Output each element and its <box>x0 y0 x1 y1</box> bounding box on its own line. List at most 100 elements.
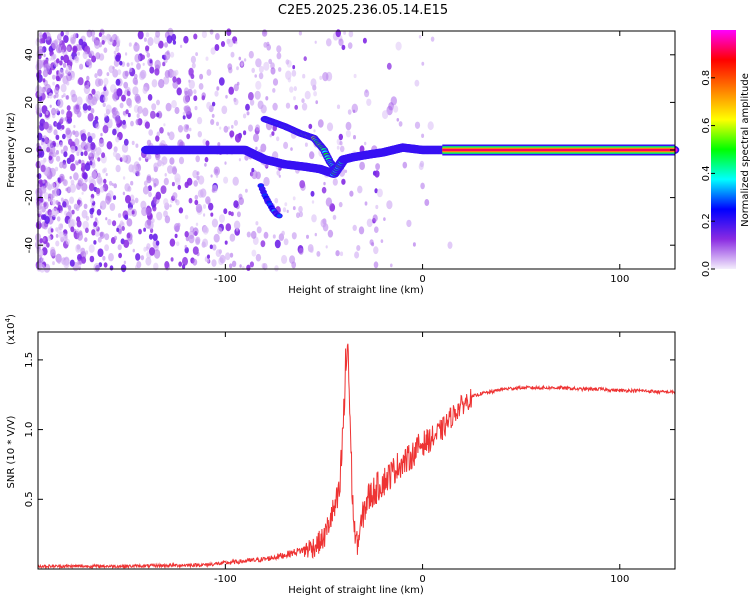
noise-speckle <box>268 58 273 65</box>
noise-speckle <box>195 52 199 57</box>
noise-speckle <box>219 126 222 130</box>
noise-speckle <box>88 244 95 253</box>
noise-speckle <box>49 104 52 108</box>
noise-speckle <box>90 142 96 150</box>
noise-speckle <box>155 191 162 200</box>
snr-y-tick-label: 1.5 <box>24 352 35 368</box>
noise-speckle <box>36 201 43 210</box>
noise-speckle <box>251 67 255 73</box>
noise-speckle <box>39 123 45 131</box>
noise-speckle <box>122 110 126 116</box>
noise-speckle <box>386 62 392 70</box>
noise-speckle <box>424 199 430 206</box>
noise-speckle <box>43 53 46 58</box>
noise-speckle <box>77 259 82 266</box>
noise-speckle <box>74 55 80 64</box>
noise-speckle <box>48 184 52 190</box>
noise-speckle <box>131 210 135 215</box>
noise-speckle <box>289 255 296 264</box>
noise-speckle <box>112 150 118 158</box>
noise-speckle <box>78 77 84 86</box>
noise-speckle <box>169 157 175 165</box>
noise-speckle <box>66 80 70 86</box>
noise-speckle <box>117 244 122 251</box>
noise-speckle <box>188 79 195 89</box>
noise-speckle <box>124 70 129 77</box>
noise-speckle <box>70 145 76 154</box>
snr-y-multiplier: (x104) <box>4 314 17 345</box>
noise-speckle <box>177 125 184 133</box>
noise-speckle <box>398 121 403 127</box>
noise-speckle <box>274 239 281 249</box>
noise-speckle <box>327 229 334 238</box>
noise-speckle <box>366 218 373 228</box>
noise-speckle <box>156 211 163 221</box>
noise-speckle <box>213 166 220 176</box>
noise-speckle <box>309 151 315 160</box>
noise-speckle <box>308 123 313 130</box>
noise-speckle <box>76 244 81 250</box>
noise-speckle <box>298 205 303 213</box>
noise-speckle <box>184 214 189 220</box>
noise-speckle <box>103 77 109 86</box>
noise-speckle <box>89 255 95 263</box>
noise-speckle <box>42 237 46 242</box>
noise-speckle <box>36 59 43 70</box>
noise-speckle <box>292 196 296 201</box>
noise-speckle <box>233 98 239 106</box>
noise-speckle <box>186 177 193 186</box>
noise-speckle <box>87 81 90 86</box>
noise-speckle <box>304 142 308 147</box>
noise-speckle <box>55 200 59 205</box>
noise-speckle <box>311 214 317 223</box>
snr-y-label: SNR (10 * V/V) <box>6 415 17 488</box>
noise-speckle <box>115 136 120 143</box>
noise-speckle <box>182 115 186 120</box>
noise-speckle <box>447 241 453 249</box>
noise-speckle <box>73 124 76 129</box>
noise-speckle <box>215 174 219 178</box>
noise-speckle <box>253 133 259 143</box>
noise-speckle <box>269 134 272 138</box>
noise-speckle <box>74 130 79 138</box>
noise-speckle <box>171 100 177 109</box>
noise-speckle <box>354 251 360 259</box>
noise-speckle <box>91 55 97 63</box>
noise-speckle <box>245 188 248 193</box>
noise-speckle <box>293 96 296 101</box>
noise-speckle <box>213 233 220 243</box>
noise-speckle <box>110 84 117 93</box>
noise-speckle <box>302 73 306 79</box>
noise-speckle <box>246 111 250 116</box>
noise-speckle <box>91 229 96 236</box>
snr-panel: -100 0 100 0.5 1.0 1.5 Height of straight lin… <box>4 314 676 596</box>
noise-speckle <box>119 102 124 109</box>
noise-speckle <box>63 151 68 158</box>
noise-speckle <box>199 73 204 80</box>
noise-speckle <box>74 138 80 146</box>
noise-speckle <box>151 79 158 88</box>
noise-speckle <box>232 176 239 186</box>
noise-speckle <box>142 86 148 94</box>
noise-speckle <box>60 31 64 37</box>
noise-speckle <box>366 98 372 107</box>
noise-speckle <box>205 56 209 61</box>
noise-speckle <box>180 44 183 49</box>
noise-speckle <box>67 205 72 211</box>
noise-speckle <box>58 223 64 231</box>
noise-speckle <box>102 102 106 108</box>
noise-speckle <box>136 171 141 177</box>
noise-speckle <box>388 102 394 111</box>
noise-speckle <box>299 211 303 218</box>
noise-speckle <box>335 29 341 38</box>
noise-speckle <box>353 73 357 79</box>
snr-x-tick-label: -100 <box>214 574 237 585</box>
noise-speckle <box>365 89 368 93</box>
noise-speckle <box>111 107 118 116</box>
noise-speckle <box>427 121 434 131</box>
noise-speckle <box>104 244 109 252</box>
noise-speckle <box>172 76 177 83</box>
noise-speckle <box>192 227 199 236</box>
noise-speckle <box>96 209 102 216</box>
noise-speckle <box>249 261 254 268</box>
